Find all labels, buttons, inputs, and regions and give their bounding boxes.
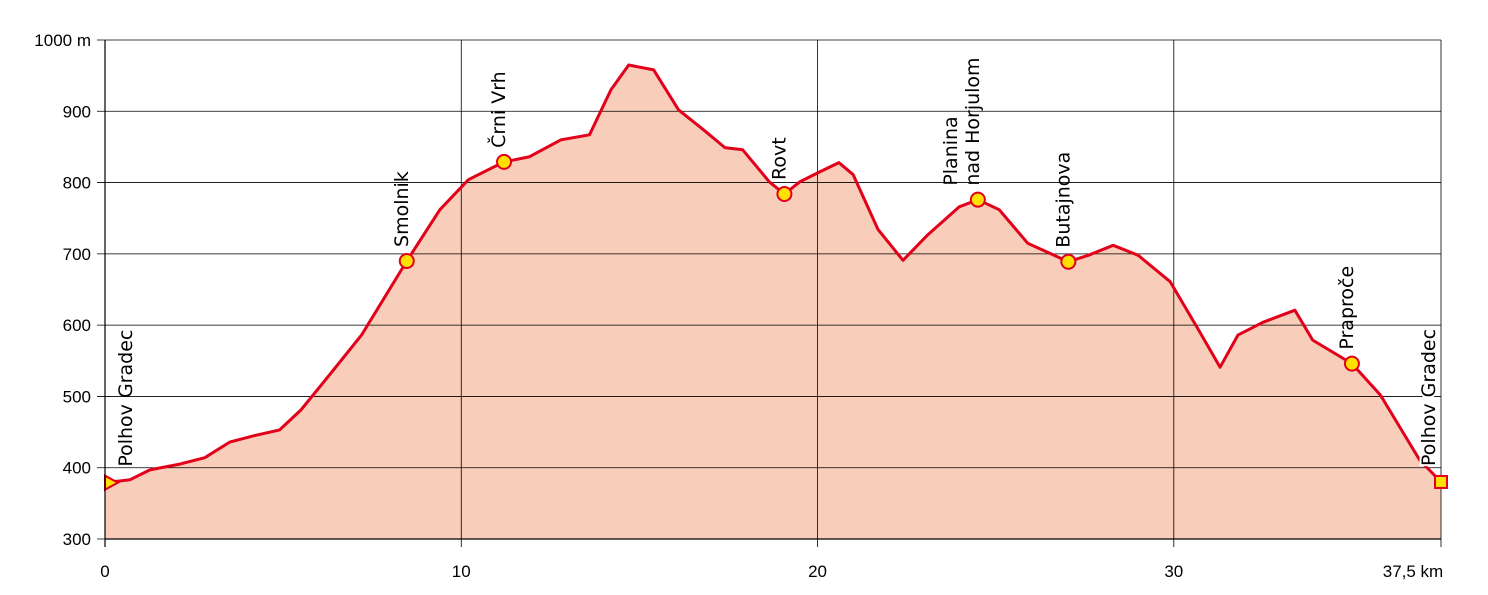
y-tick-label: 600 xyxy=(63,316,91,335)
waypoint-label: Polhov Gradec xyxy=(115,330,137,467)
waypoint-label: nad Horjulom xyxy=(962,57,984,185)
waypoint-marker xyxy=(398,252,415,269)
y-tick-label: 400 xyxy=(63,459,91,478)
y-tick-label: 300 xyxy=(63,530,91,549)
x-tick-label: 37,5 km xyxy=(1383,562,1443,581)
waypoint-marker xyxy=(1343,355,1360,372)
x-tick-label: 20 xyxy=(808,562,827,581)
y-tick-label: 800 xyxy=(63,174,91,193)
y-tick-label: 1000 m xyxy=(34,31,91,50)
waypoint-marker xyxy=(969,191,986,208)
waypoint-label: Praproče xyxy=(1336,266,1358,350)
x-tick-label: 0 xyxy=(100,562,109,581)
y-tick-label: 500 xyxy=(63,387,91,406)
waypoint-label: Butajnova xyxy=(1052,152,1074,248)
waypoint-label: Črni Vrh xyxy=(486,71,510,148)
waypoint-label: Rovt xyxy=(768,137,790,180)
waypoint-label: Polhov Gradec xyxy=(1418,329,1440,466)
waypoint-label: Planina xyxy=(940,116,962,185)
waypoint-label: Smolnik xyxy=(391,171,413,247)
waypoint-marker xyxy=(1060,253,1077,270)
x-tick-label: 30 xyxy=(1164,562,1183,581)
y-tick-label: 900 xyxy=(63,102,91,121)
area xyxy=(105,65,1441,539)
y-tick-label: 700 xyxy=(63,245,91,264)
waypoint-marker xyxy=(776,185,793,202)
end-marker xyxy=(1434,474,1448,489)
waypoint-marker xyxy=(496,153,513,170)
x-tick-label: 10 xyxy=(452,562,471,581)
